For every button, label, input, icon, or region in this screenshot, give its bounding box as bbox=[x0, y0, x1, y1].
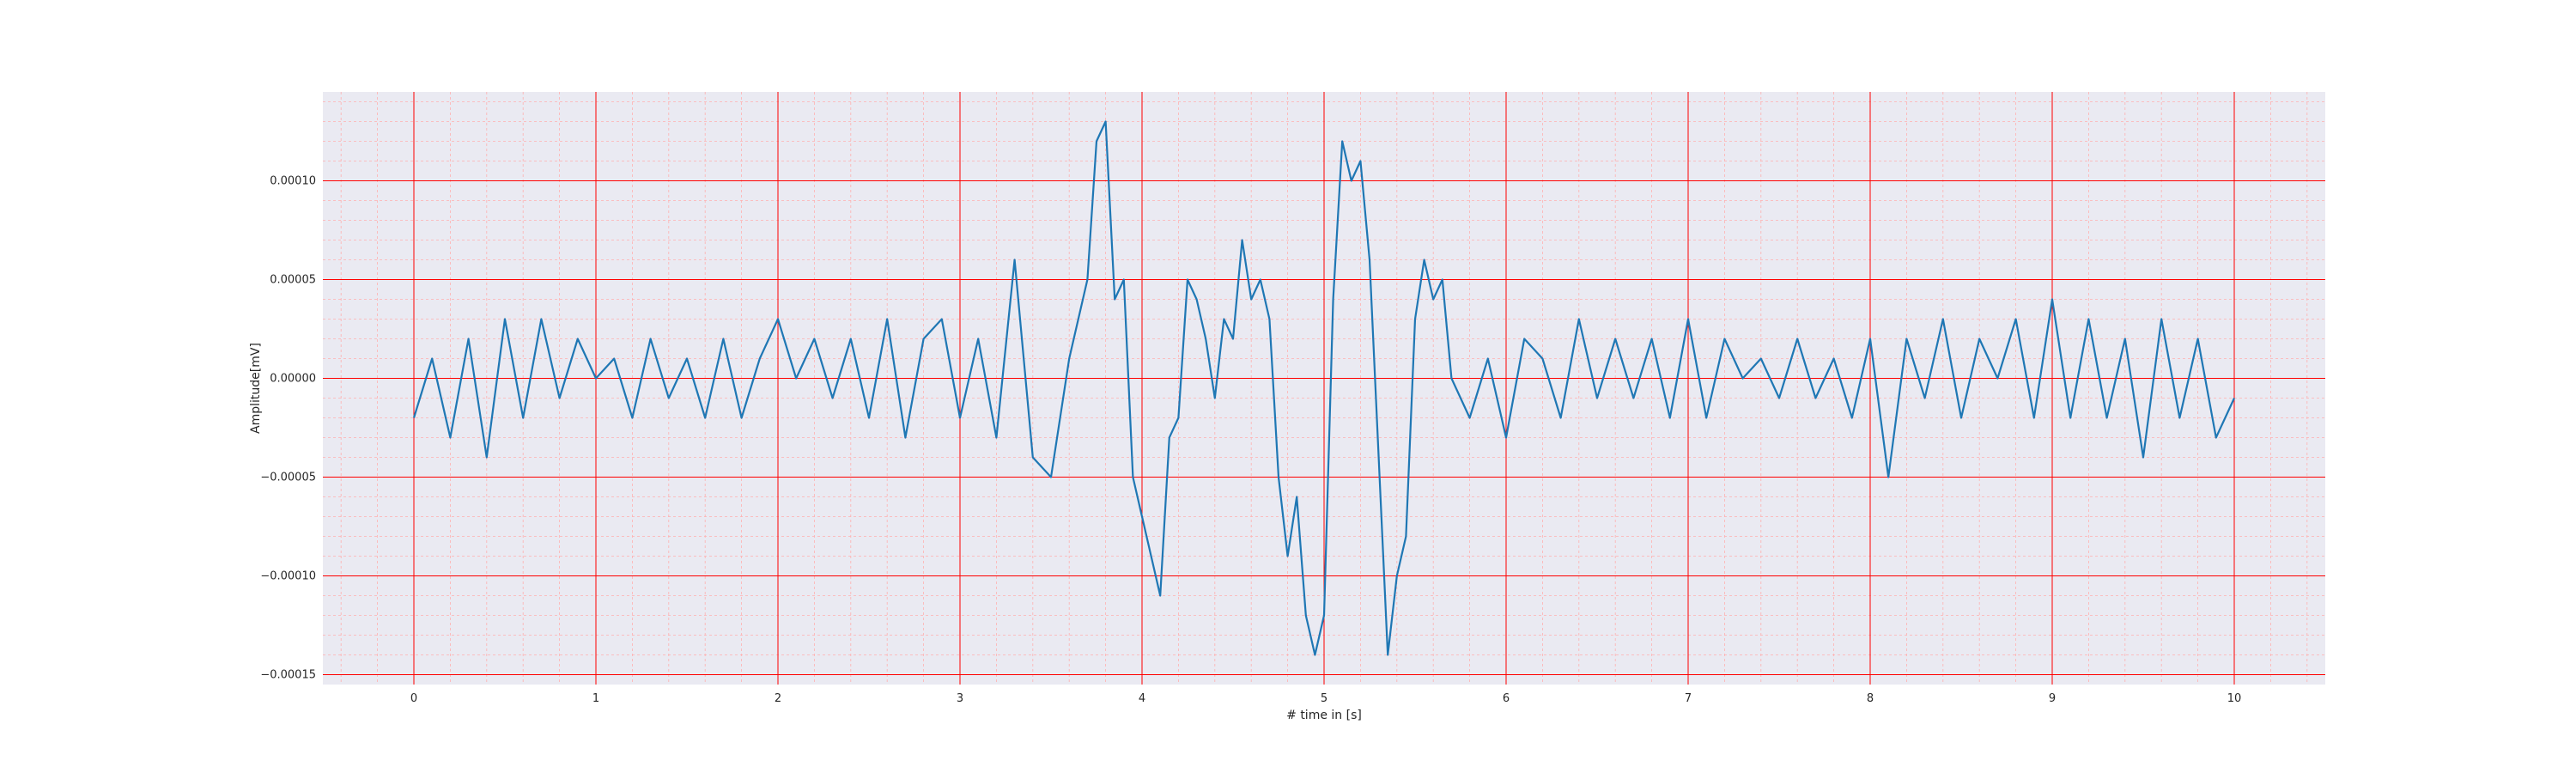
x-axis-label: # time in [s] bbox=[1286, 709, 1362, 722]
y-tick-label: 0.00005 bbox=[270, 274, 316, 287]
y-tick-label: 0.00010 bbox=[270, 175, 316, 188]
x-tick-label: 5 bbox=[1321, 692, 1327, 705]
x-tick-label: 3 bbox=[957, 692, 963, 705]
x-tick-label: 1 bbox=[592, 692, 599, 705]
x-tick-label: 9 bbox=[2049, 692, 2056, 705]
x-axis-ticks: 0 1 2 3 4 5 6 7 8 9 10 bbox=[410, 692, 2241, 705]
x-tick-label: 4 bbox=[1139, 692, 1145, 705]
y-tick-label: 0.00000 bbox=[270, 373, 316, 386]
y-axis-ticks: −0.00015 −0.00010 −0.00005 0.00000 0.00005 0.… bbox=[260, 175, 316, 682]
x-tick-label: 8 bbox=[1867, 692, 1874, 705]
major-grid bbox=[323, 92, 2325, 685]
signal-line bbox=[412, 120, 2235, 656]
x-tick-label: 0 bbox=[410, 692, 417, 705]
y-axis-label: Amplitude[mV] bbox=[249, 343, 263, 434]
y-tick-label: −0.00005 bbox=[260, 472, 316, 484]
y-tick-label: −0.00010 bbox=[260, 570, 316, 583]
y-tick-label: −0.00015 bbox=[260, 669, 316, 682]
x-tick-label: 2 bbox=[775, 692, 781, 705]
x-tick-label: 7 bbox=[1685, 692, 1692, 705]
x-tick-label: 6 bbox=[1503, 692, 1510, 705]
x-tick-label: 10 bbox=[2227, 692, 2242, 705]
